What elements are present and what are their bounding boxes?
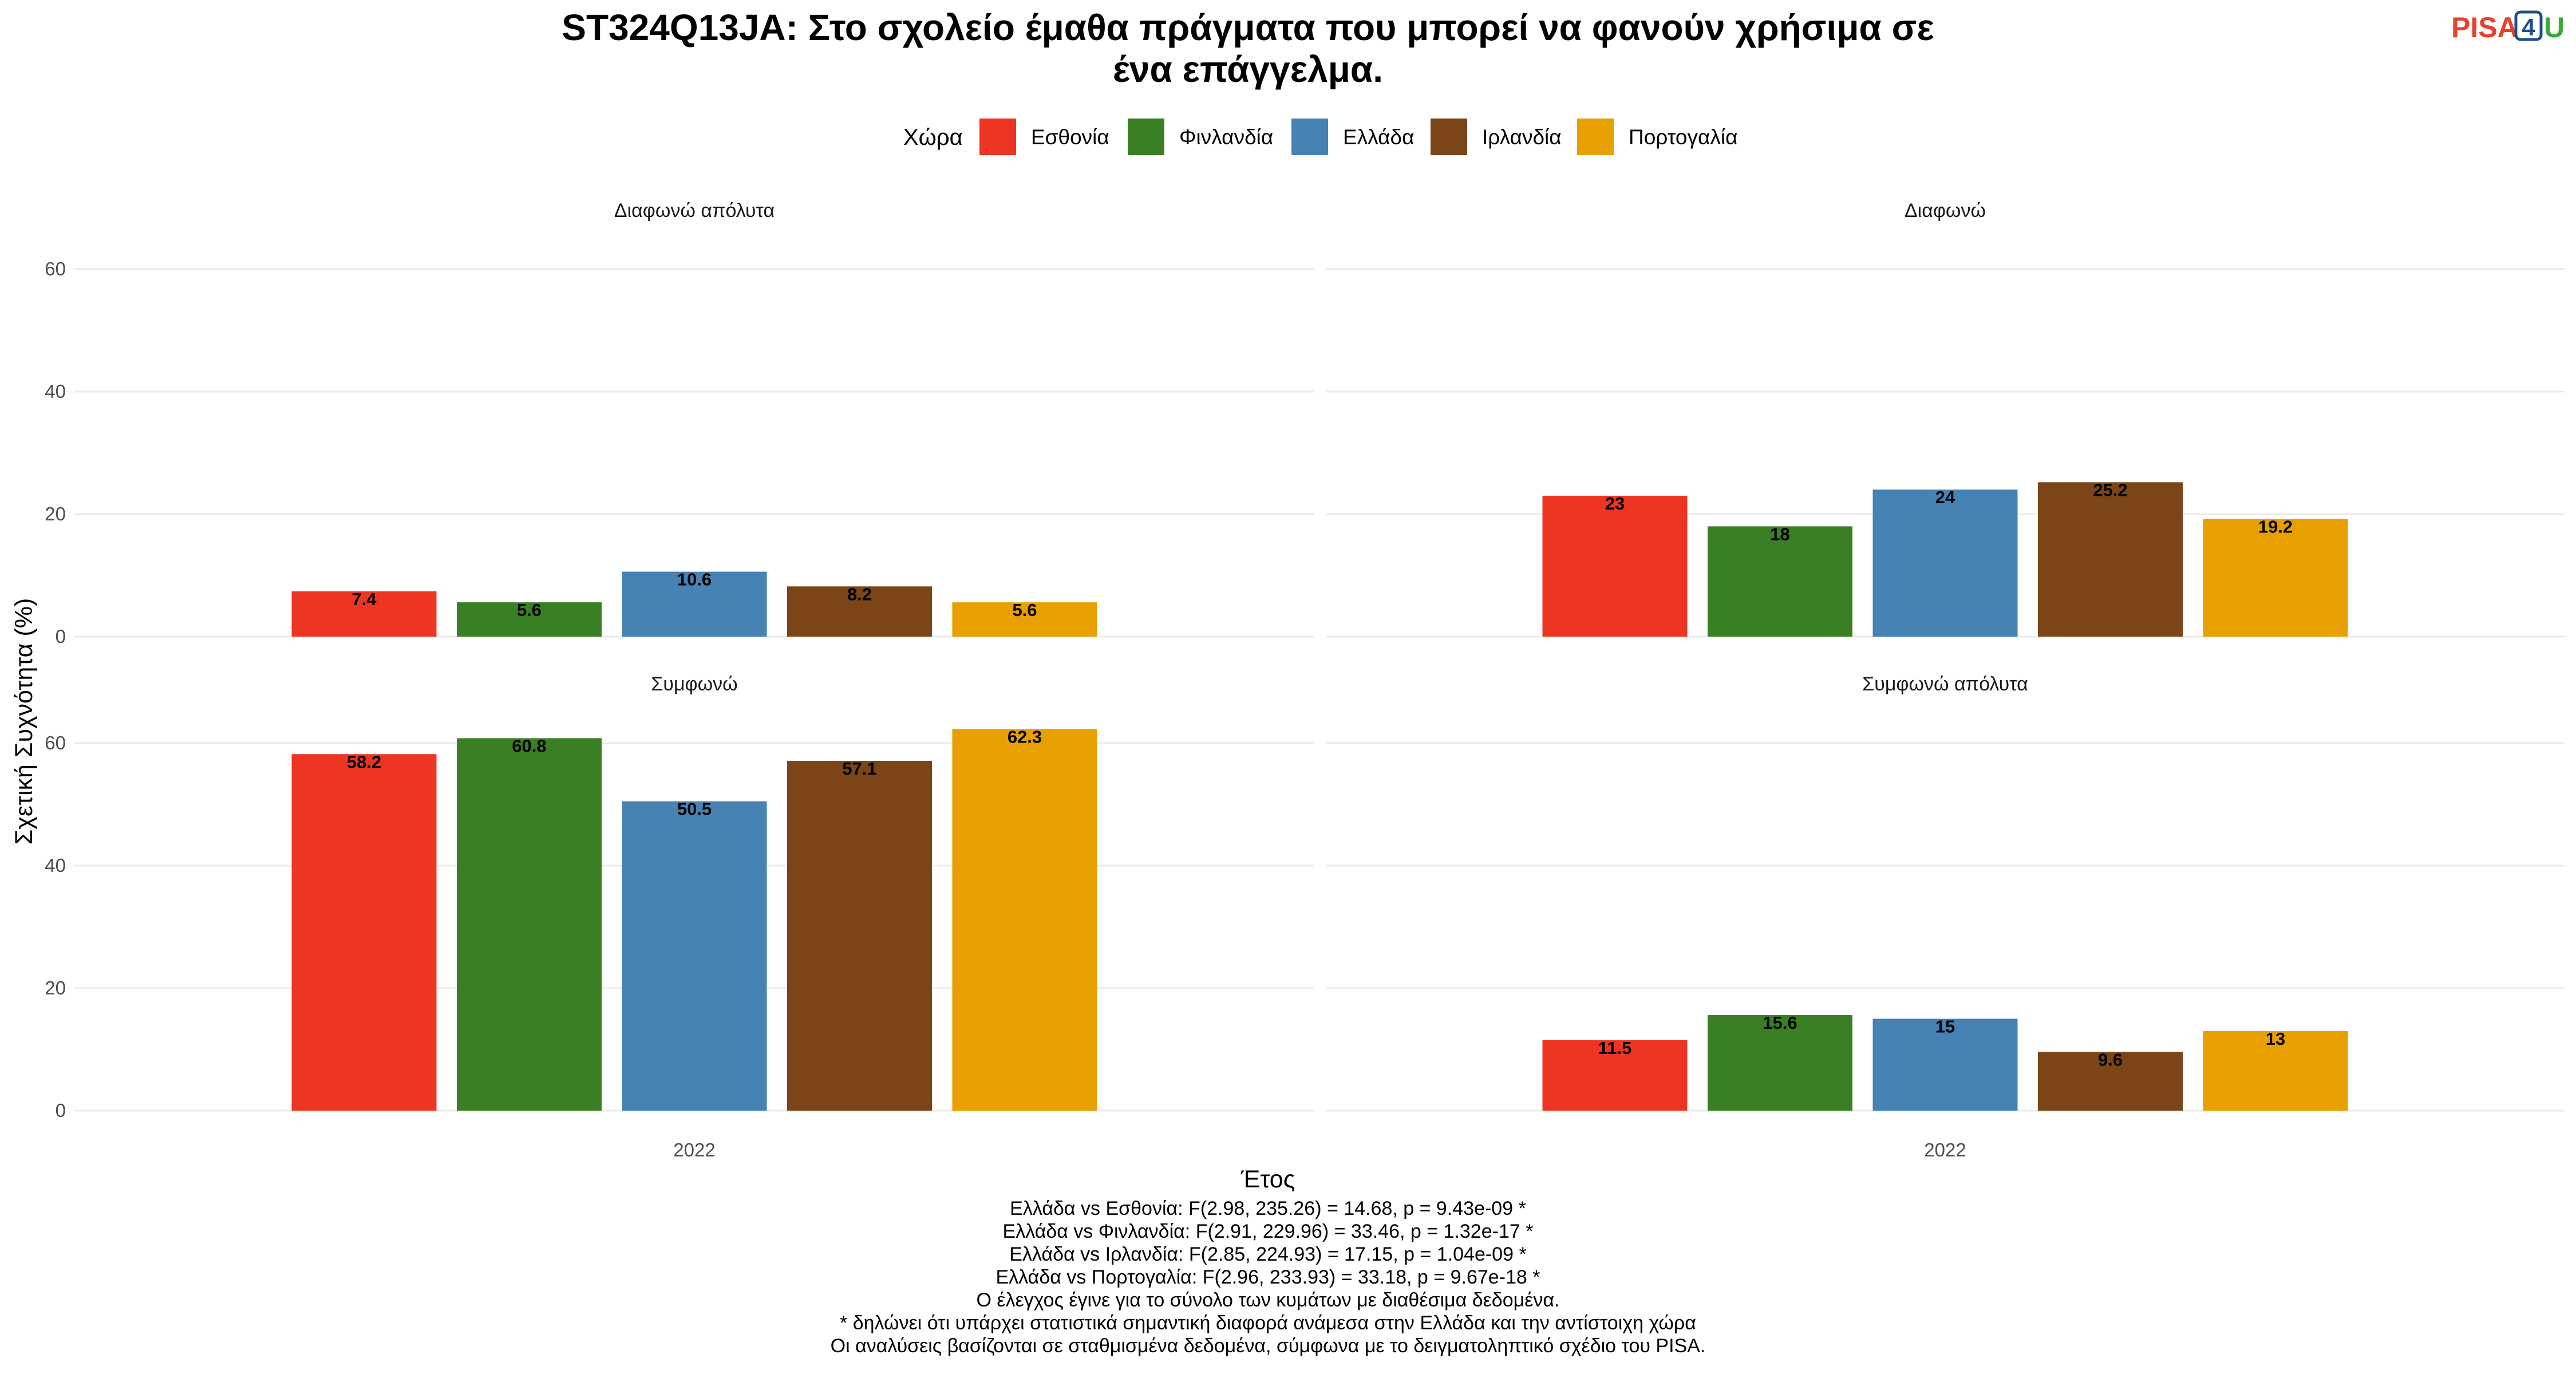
caption-line-2: Ελλάδα vs Φινλανδία: F(2.91, 229.96) = 3… <box>1003 1221 1534 1242</box>
bar-value-label-2-5: 19.2 <box>2258 517 2293 537</box>
bar-value-label-3-1: 58.2 <box>347 752 381 772</box>
legend-key-5 <box>1577 119 1614 155</box>
bar-value-label-2-1: 23 <box>1605 493 1625 514</box>
bar-value-label-1-1: 7.4 <box>351 589 377 609</box>
panel-3: 0 20 40 60 Συμφωνώ 58.2 60.8 50.5 57.1 62.3 2022 <box>45 673 1314 1160</box>
caption-block: Ελλάδα vs Εσθονία: F(2.98, 235.26) = 14.… <box>831 1198 1706 1357</box>
bar-2-2 <box>1708 526 1852 637</box>
y-tick-label: 0 <box>56 626 66 647</box>
caption-line-4: Ελλάδα vs Πορτογαλία: F(2.96, 233.93) = … <box>996 1266 1540 1288</box>
bar-4-4 <box>2038 1052 2183 1111</box>
legend-title: Χώρα <box>903 125 963 150</box>
pisa4u-logo: PISA 4 U <box>2451 10 2565 44</box>
panel-strip-label-2: Διαφωνώ <box>1905 200 1986 222</box>
panel-4: Συμφωνώ απόλυτα 11.5 15.6 15 9.6 13 2022 <box>1326 673 2565 1160</box>
caption-line-3: Ελλάδα vs Ιρλανδία: F(2.85, 224.93) = 17… <box>1009 1243 1526 1265</box>
panel-2: Διαφωνώ 23 18 24 25.2 19.2 <box>1326 200 2565 638</box>
x-tick-label: 2022 <box>673 1139 715 1160</box>
bar-value-label-3-4: 57.1 <box>842 759 876 779</box>
bar-value-label-1-2: 5.6 <box>517 600 542 620</box>
logo-box <box>2514 10 2543 41</box>
bar-2-4 <box>2038 482 2183 637</box>
x-tick-label: 2022 <box>1924 1139 1966 1160</box>
bar-1-1 <box>291 591 437 637</box>
y-tick-label: 60 <box>45 732 66 753</box>
bar-value-label-4-5: 13 <box>2266 1029 2285 1049</box>
chart-title-line-2: ένα επάγγελμα. <box>1113 49 1383 90</box>
bar-value-label-3-2: 60.8 <box>512 736 546 756</box>
chart-title-line-1: ST324Q13JA: Στο σχολείο έμαθα πράγματα π… <box>562 7 1934 48</box>
legend-label-5: Πορτογαλία <box>1629 125 1738 149</box>
bar-3-1 <box>291 754 437 1111</box>
legend-label-4: Ιρλανδία <box>1482 125 1562 149</box>
caption-line-5: Ο έλεγχος έγινε για το σύνολο των κυμάτω… <box>977 1289 1560 1311</box>
caption-line-1: Ελλάδα vs Εσθονία: F(2.98, 235.26) = 14.… <box>1010 1198 1526 1219</box>
bar-1-3 <box>622 571 767 637</box>
panel-strip-label-4: Συμφωνώ απόλυτα <box>1862 673 2028 695</box>
logo-four-text: 4 <box>2522 14 2535 41</box>
bar-4-3 <box>1872 1018 2018 1111</box>
logo-u-text: U <box>2544 11 2565 44</box>
legend-label-3: Ελλάδα <box>1343 125 1415 149</box>
bar-value-label-2-4: 25.2 <box>2093 480 2127 500</box>
bar-4-5 <box>2203 1030 2348 1111</box>
bar-1-2 <box>457 602 602 637</box>
legend-label-2: Φινλανδία <box>1179 125 1273 149</box>
bar-3-2 <box>457 738 602 1111</box>
x-axis-title: Έτος <box>1240 1166 1295 1193</box>
legend-key-1 <box>979 119 1016 155</box>
y-tick-label: 20 <box>45 977 66 998</box>
bar-value-label-2-3: 24 <box>1935 487 1955 507</box>
caption-line-7: Οι αναλύσεις βασίζονται σε σταθμισμένα δ… <box>831 1335 1706 1357</box>
bar-2-5 <box>2203 519 2348 637</box>
legend-key-3 <box>1291 119 1328 155</box>
legend-label-1: Εσθονία <box>1031 125 1109 149</box>
logo-pisa-text: PISA <box>2451 11 2518 44</box>
bar-2-1 <box>1542 495 1688 637</box>
caption-line-6: * δηλώνει ότι υπάρχει στατιστικά σημαντι… <box>840 1312 1696 1334</box>
bar-value-label-3-3: 50.5 <box>677 799 712 819</box>
bar-value-label-4-1: 11.5 <box>1598 1038 1632 1058</box>
bar-2-3 <box>1872 489 2018 637</box>
y-tick-label: 60 <box>45 258 66 279</box>
panel-strip-label-3: Συμφωνώ <box>651 673 737 695</box>
bar-3-3 <box>622 801 767 1111</box>
bar-1-4 <box>787 586 932 637</box>
bar-value-label-3-5: 62.3 <box>1008 727 1042 747</box>
bar-value-label-4-4: 9.6 <box>2098 1049 2123 1069</box>
legend-key-2 <box>1128 119 1164 155</box>
legend-key-4 <box>1431 119 1467 155</box>
y-tick-label: 40 <box>45 855 66 876</box>
panel-strip-label-1: Διαφωνώ απόλυτα <box>614 200 775 222</box>
bar-4-1 <box>1542 1040 1688 1111</box>
facet-panels: 0 20 40 60 Διαφωνώ απόλυτα 7.4 5.6 10.6 8.2 5.6 Δι… <box>45 200 2565 1160</box>
bar-value-label-4-2: 15.6 <box>1763 1013 1797 1033</box>
bar-value-label-1-3: 10.6 <box>677 570 712 590</box>
bar-value-label-1-4: 8.2 <box>847 584 872 604</box>
y-tick-label: 0 <box>56 1100 66 1121</box>
y-tick-label: 40 <box>45 381 66 402</box>
bar-1-5 <box>952 602 1097 637</box>
bar-value-label-2-2: 18 <box>1770 524 1789 544</box>
panel-1: 0 20 40 60 Διαφωνώ απόλυτα 7.4 5.6 10.6 8.2 5.6 <box>45 200 1314 647</box>
y-tick-label: 20 <box>45 503 66 524</box>
bar-4-2 <box>1708 1015 1852 1111</box>
y-axis-title: Σχετική Συχνότητα (%) <box>10 598 38 845</box>
legend: Χώρα Εσθονία Φινλανδία Ελλάδα Ιρλανδία Πορτογ… <box>903 119 1738 155</box>
bar-value-label-1-5: 5.6 <box>1012 600 1037 620</box>
bar-3-4 <box>787 761 932 1111</box>
bar-3-5 <box>952 729 1097 1111</box>
bar-value-label-4-3: 15 <box>1935 1017 1955 1037</box>
